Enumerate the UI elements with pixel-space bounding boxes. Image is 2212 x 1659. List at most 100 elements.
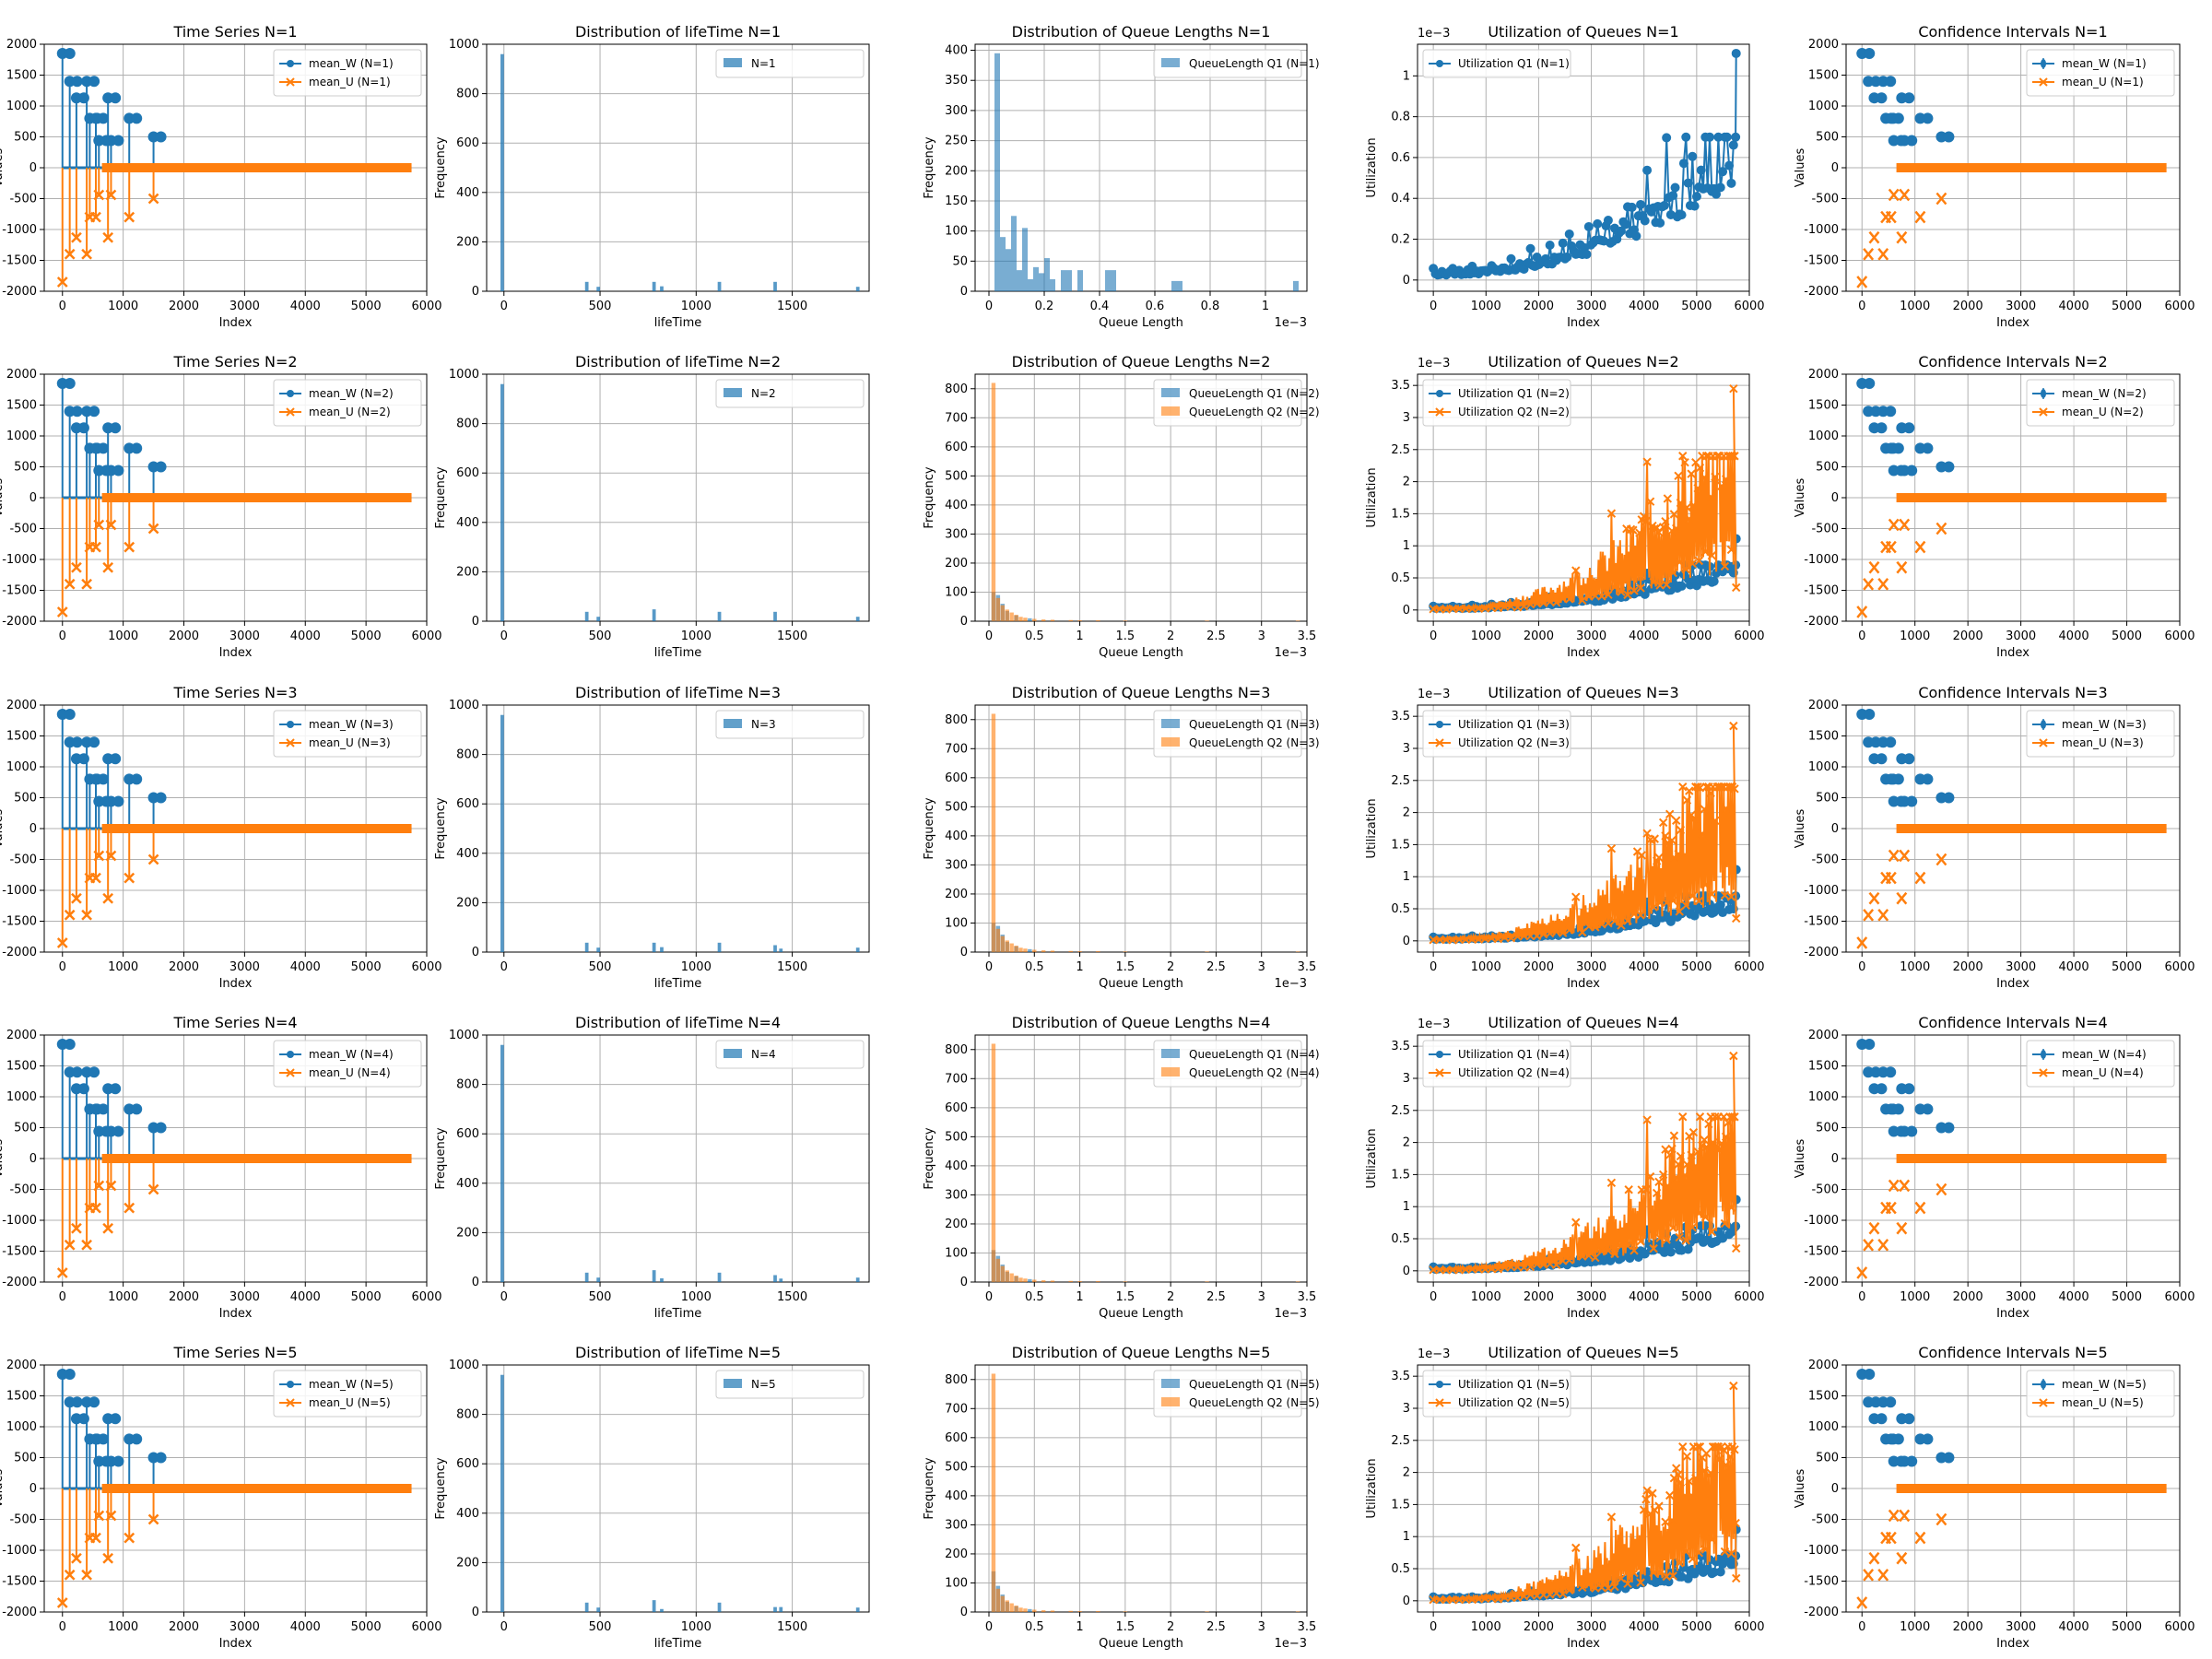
y-tick-label: 200 [945,888,968,901]
lifetime-bar [500,1374,504,1612]
q2-utilization-point [1717,481,1726,490]
x-tick-label: 0 [59,960,66,974]
q1-utilization-point [1691,192,1701,202]
q2-utilization-point [1617,921,1626,930]
x-tick-label: 1000 [681,1290,712,1304]
q2-utilization-point [1707,551,1717,560]
q2-utilization-point [1680,1491,1689,1500]
y-tick-label: 0 [960,1276,968,1289]
q2-utilization-point [1493,1594,1503,1604]
x-tick-label: 6000 [1734,960,1764,974]
legend-swatch [1161,406,1180,416]
legend-box [1153,1370,1302,1418]
x-axis-label: Index [1996,1637,2030,1651]
x-tick-label: 2000 [169,1620,199,1634]
x-tick-label: 5000 [351,1290,382,1304]
legend-marker [2041,389,2046,398]
panel-title: Time Series N=4 [172,1014,297,1031]
mean-u-flat-band [101,163,412,172]
q2-utilization-point [1730,1112,1739,1122]
q2-length-bar [1009,1603,1014,1612]
x-tick-label: 5000 [1681,1290,1712,1304]
legend-marker [1436,1381,1443,1388]
q2-utilization-point [1435,935,1444,945]
x-tick-label: 6000 [2164,1620,2194,1634]
legend-marker [286,77,295,87]
q2-utilization-point [1606,1512,1617,1522]
q2-utilization-point [1694,1208,1704,1218]
q2-length-bar [1050,619,1055,621]
utilization-panel: 0 1000 2000 3000 4000 5000 6000 0 0.5 1 1.5 2 2.5 3 3.… [1365,1014,1765,1321]
legend-marker [1435,1398,1444,1407]
x-scale-label: 1e−3 [1275,977,1307,991]
lifetime-bar [855,287,860,291]
legend-label: mean_U (N=2) [2062,406,2144,418]
x-tick-label: 4000 [1629,1620,1659,1634]
mean-w-ci-point [1943,1452,1955,1464]
y-axis-label: Values [0,148,6,188]
mean-u-ci-point [1896,560,1908,574]
q1-length-bar [1105,270,1111,291]
queue-length-panel: 0 0.2 0.4 0.6 0.8 1 0 50 100 150 200 250 300 350 400 Di… [923,23,1320,330]
q2-length-bar [1005,1270,1009,1282]
q1-length-bar [1061,270,1066,291]
q2-utilization-point [1662,898,1671,908]
q2-utilization-point [1630,1246,1639,1255]
mean-w-point [71,76,83,88]
mean-u-ci-band [1896,824,2167,833]
y-tick-label: 100 [945,225,968,239]
q2-utilization-point [1727,452,1737,461]
x-tick-label: 3000 [2006,300,2036,313]
q2-length-bar [1123,1281,1128,1282]
y-tick-label: 300 [945,104,968,118]
mean-u-flat-band [101,824,412,833]
q2-utilization-point [1626,524,1636,535]
y-tick-label: 2000 [6,38,37,52]
y-tick-label: 200 [945,164,968,178]
q2-length-bar [1205,951,1209,952]
q2-utilization-point [1695,1442,1705,1452]
q2-utilization-point [1665,1150,1675,1159]
x-tick-label: 0.5 [1025,1290,1044,1304]
q2-utilization-point [1714,1145,1724,1155]
q1-length-bar [1177,280,1182,291]
x-tick-label: 1000 [1900,629,1930,643]
confidence-panel: 0 1000 2000 3000 4000 5000 6000-2000-1500-1000… [1794,1344,2195,1651]
y-tick-label: 250 [945,135,968,148]
lifetime-bar [855,947,860,952]
lifetime-bar [855,1277,860,1282]
lifetime-bar [596,1277,601,1282]
mean-w-ci-point [1906,465,1918,477]
q2-utilization-point [1695,1112,1705,1122]
legend-marker [2041,59,2046,68]
mean-w-ci-point [1876,92,1888,104]
q2-utilization-point [1658,818,1668,828]
q2-utilization-point [1726,1548,1736,1559]
q1-utilization-point [1722,132,1732,142]
q2-length-bar [1205,620,1209,621]
q2-length-bar [1009,943,1014,952]
y-tick-label: 700 [945,1072,968,1086]
q2-utilization-point [1610,1582,1619,1592]
q2-utilization-point [1701,1142,1712,1152]
mean-u-ci-point [1877,577,1889,591]
axes-frame [43,43,428,292]
q2-utilization-point [1717,782,1726,792]
lifetime-bar [652,1600,656,1612]
y-tick-label: -500 [1811,853,1839,867]
q2-utilization-point [1565,925,1574,935]
y-tick-label: -500 [9,853,37,867]
x-tick-label: 6000 [411,300,441,313]
q1-utilization-point [1659,201,1669,211]
y-tick-label: 1000 [1808,760,1839,774]
q2-utilization-point [1610,1249,1619,1259]
y-tick-label: 0 [29,491,37,505]
lifetime-bar [717,1602,722,1612]
mean-w-ci-point [1903,422,1915,434]
q2-utilization-point [1461,935,1470,944]
y-tick-label: 400 [945,830,968,843]
q2-utilization-point [1565,594,1574,604]
y-tick-label: 200 [456,1226,479,1240]
mean-u-point [81,248,92,260]
x-tick-label: 1500 [777,629,807,643]
